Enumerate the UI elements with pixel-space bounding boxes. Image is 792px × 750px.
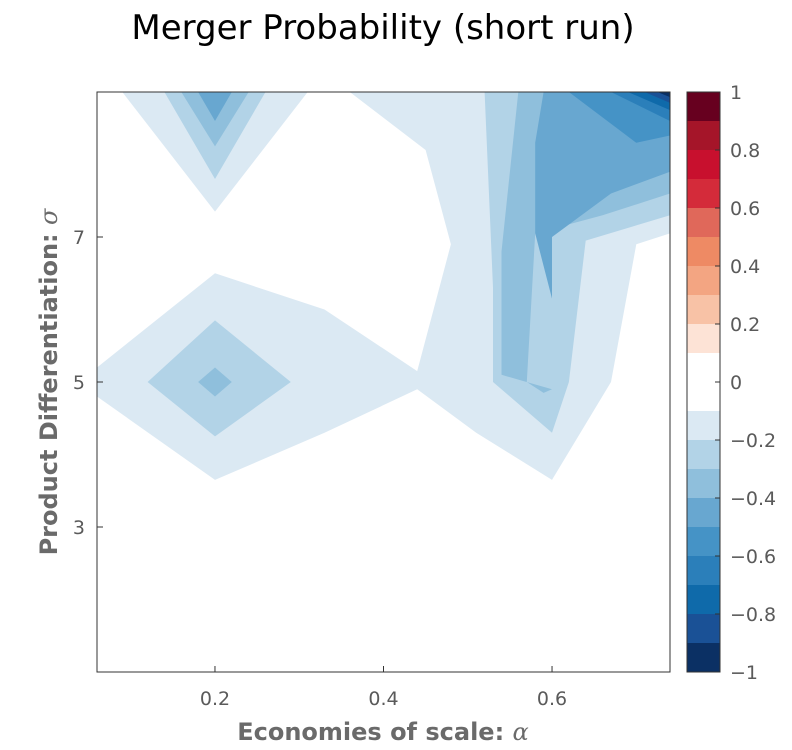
colorbar-band-5 (687, 237, 720, 267)
contour-region-14 (657, 92, 670, 98)
colorbar-band-17 (687, 614, 720, 644)
colorbar-band-9 (687, 353, 720, 412)
colorbar-band-0 (687, 92, 720, 122)
y-axis-ticks: 3 5 7 (73, 227, 103, 539)
contour-region-9 (198, 92, 232, 121)
colorbar-label-3: 0.4 (730, 256, 760, 278)
colorbar-band-12 (687, 469, 720, 499)
colorbar-label-10: −1 (730, 662, 758, 684)
contour-region-6 (198, 367, 232, 397)
y-tick-label-1: 5 (73, 372, 85, 394)
colorbar-band-6 (687, 266, 720, 296)
x-tick-label-1: 0.4 (368, 688, 398, 710)
y-axis-label: Product Differentiation: σ (35, 208, 63, 555)
colorbar-band-15 (687, 556, 720, 586)
colorbar-label-8: −0.6 (730, 546, 776, 568)
colorbar-band-7 (687, 295, 720, 325)
colorbar-band-4 (687, 208, 720, 238)
colorbar-label-6: −0.2 (730, 430, 776, 452)
plot-area (97, 92, 670, 480)
colorbar-band-8 (687, 324, 720, 354)
colorbar-band-3 (687, 179, 720, 209)
colorbar-label-2: 0.6 (730, 198, 760, 220)
colorbar-band-1 (687, 121, 720, 151)
colorbar-band-14 (687, 527, 720, 557)
colorbar-label-7: −0.4 (730, 488, 776, 510)
y-tick-label-0: 3 (73, 517, 85, 539)
colorbar-label-0: 1 (730, 82, 742, 104)
contour-region-8 (535, 92, 670, 299)
x-axis-ticks: 0.2 0.4 0.6 (200, 666, 567, 710)
colorbar-label-4: 0.2 (730, 314, 760, 336)
colorbar-band-2 (687, 150, 720, 180)
colorbar-band-11 (687, 440, 720, 470)
colorbar-label-5: 0 (730, 372, 742, 394)
x-tick-label-2: 0.6 (537, 688, 567, 710)
chart-title: Merger Probability (short run) (131, 8, 635, 48)
x-axis-label: Economies of scale: α (237, 718, 529, 746)
x-tick-label-0: 0.2 (200, 688, 230, 710)
colorbar-label-9: −0.8 (730, 604, 776, 626)
colorbar: 1 0.8 0.6 0.4 0.2 0 −0.2 −0.4 −0.6 −0.8 −1 (686, 82, 776, 684)
y-tick-label-2: 7 (73, 227, 85, 249)
contour-region-13 (644, 92, 670, 103)
colorbar-label-1: 0.8 (730, 140, 760, 162)
colorbar-band-10 (687, 411, 720, 441)
colorbar-band-18 (687, 643, 720, 673)
colorbar-band-13 (687, 498, 720, 528)
colorbar-band-16 (687, 585, 720, 615)
